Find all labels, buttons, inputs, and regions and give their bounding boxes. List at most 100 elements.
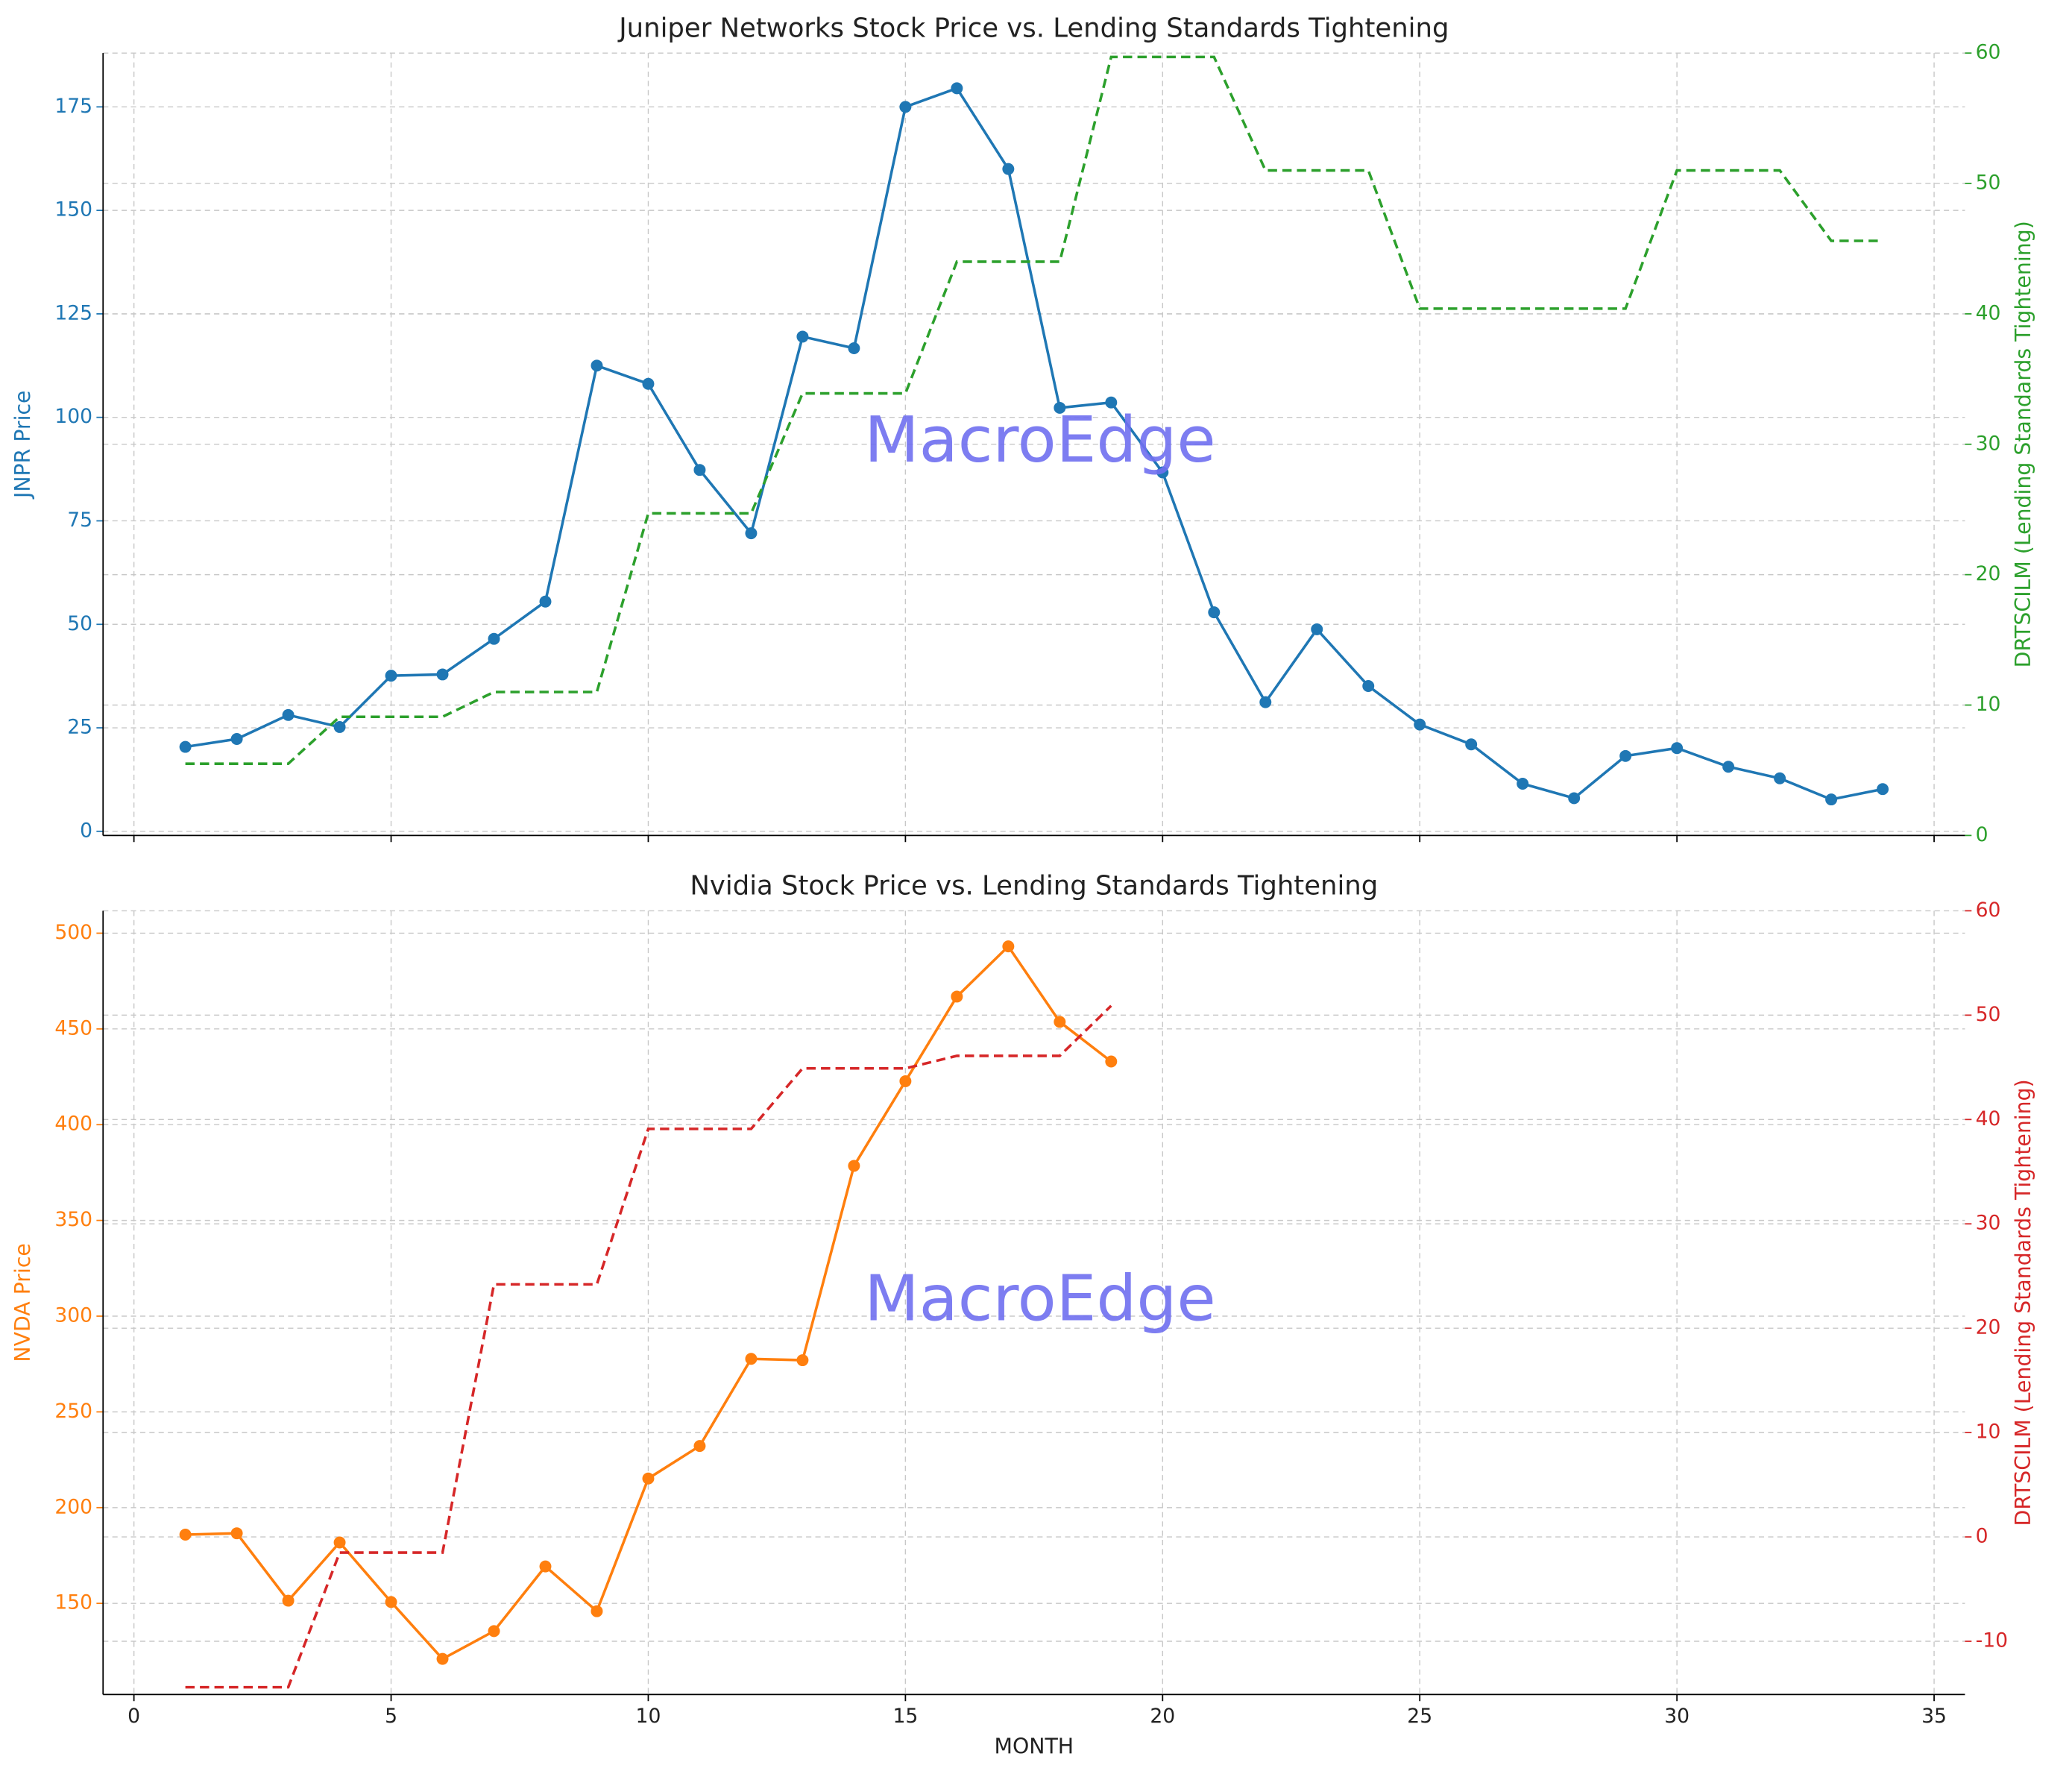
data-point: [1362, 679, 1375, 692]
y2-axis-label: DRTSCILM (Lending Standards Tightening): [2011, 221, 2035, 667]
data-point: [591, 1605, 603, 1617]
y2-tick-label: 10: [1976, 1421, 2001, 1444]
data-point: [1671, 742, 1684, 755]
data-point: [179, 1529, 192, 1541]
y-tick-label: 50: [67, 612, 92, 635]
data-point: [848, 342, 860, 354]
y2-tick-label: 10: [1976, 693, 2001, 716]
y-tick-label: 150: [54, 1591, 92, 1614]
data-point: [1208, 606, 1221, 619]
data-point: [1105, 396, 1118, 409]
y-tick-label: 500: [54, 921, 92, 944]
y2-tick-label: 50: [1976, 172, 2001, 195]
y2-tick-label: 0: [1976, 823, 1988, 846]
x-tick-label: 0: [127, 1705, 140, 1728]
chart-title: Nvidia Stock Price vs. Lending Standards…: [690, 871, 1378, 902]
data-point: [179, 740, 192, 753]
chart-title: Juniper Networks Stock Price vs. Lending…: [617, 13, 1449, 43]
data-point: [642, 377, 655, 390]
data-point: [1002, 940, 1015, 953]
y2-tick-label: 40: [1976, 1107, 2001, 1130]
x-tick-label: 10: [636, 1705, 661, 1728]
data-point: [1722, 761, 1735, 773]
data-point: [1619, 749, 1632, 762]
data-point: [385, 1596, 397, 1608]
data-point: [282, 1594, 295, 1607]
x-tick-label: 5: [385, 1705, 397, 1728]
x-tick-label: 15: [892, 1705, 918, 1728]
data-point: [1877, 783, 1889, 796]
data-point: [1054, 401, 1066, 414]
y-tick-label: 300: [54, 1303, 92, 1327]
data-point: [282, 708, 295, 721]
data-point: [1517, 778, 1529, 790]
y-tick-label: 100: [54, 405, 92, 428]
data-point: [745, 527, 758, 540]
y-tick-label: 200: [54, 1495, 92, 1518]
y-tick-label: 250: [54, 1400, 92, 1423]
series-line: [185, 1004, 1112, 1689]
data-point: [1259, 696, 1272, 708]
data-point: [436, 668, 449, 681]
data-point: [333, 720, 346, 733]
y-tick-label: 150: [54, 198, 92, 221]
x-tick-label: 35: [1921, 1705, 1947, 1728]
series-line: [185, 87, 1883, 801]
data-point: [642, 1472, 655, 1485]
data-point: [333, 1536, 346, 1549]
data-point: [591, 359, 603, 372]
y-axis-label: NVDA Price: [10, 1243, 35, 1362]
data-point: [951, 82, 963, 95]
y-tick-label: 25: [67, 716, 92, 739]
data-point: [230, 733, 243, 746]
data-point: [951, 990, 963, 1003]
data-point: [1156, 466, 1169, 479]
y2-tick-label: 50: [1976, 1003, 2001, 1026]
data-point: [899, 101, 912, 113]
x-tick-label: 20: [1150, 1705, 1175, 1728]
data-point: [899, 1075, 912, 1087]
data-point: [1105, 1055, 1118, 1068]
y-tick-label: 0: [80, 819, 92, 842]
y-tick-label: 400: [54, 1113, 92, 1136]
data-point: [488, 1625, 500, 1638]
data-point: [385, 670, 397, 682]
y2-tick-label: 20: [1976, 562, 2001, 585]
data-point: [796, 1354, 809, 1367]
y2-tick-label: 0: [1976, 1525, 1988, 1548]
data-point: [1774, 772, 1786, 784]
data-point: [1568, 792, 1581, 805]
y-tick-label: 175: [54, 95, 92, 118]
data-point: [539, 1560, 552, 1573]
data-point: [1414, 718, 1426, 731]
y2-tick-label: 30: [1976, 1212, 2001, 1235]
data-point: [1054, 1016, 1066, 1028]
y-tick-label: 125: [54, 301, 92, 324]
x-tick-label: 30: [1664, 1705, 1690, 1728]
data-point: [745, 1353, 758, 1365]
y-axis-label: JNPR Price: [10, 391, 35, 500]
data-point: [539, 595, 552, 608]
watermark: MacroEdge: [864, 1262, 1216, 1336]
y2-tick-label: 30: [1976, 432, 2001, 455]
data-point: [1465, 738, 1478, 751]
data-point: [488, 632, 500, 645]
y-tick-label: 75: [67, 509, 92, 532]
y2-axis-label: DRTSCILM (Lending Standards Tightening): [2011, 1079, 2035, 1526]
data-point: [796, 330, 809, 343]
y-tick-label: 350: [54, 1208, 92, 1231]
y2-tick-label: 20: [1976, 1316, 2001, 1339]
series-line: [185, 55, 1883, 765]
data-point: [693, 464, 706, 476]
data-point: [1311, 623, 1323, 635]
y2-tick-label: -10: [1976, 1629, 2008, 1652]
data-point: [1825, 793, 1838, 806]
data-point: [693, 1440, 706, 1453]
data-point: [436, 1652, 449, 1665]
y2-tick-label: 60: [1976, 899, 2001, 922]
x-tick-label: 25: [1407, 1705, 1432, 1728]
x-axis-label: MONTH: [995, 1734, 1074, 1758]
data-point: [848, 1160, 860, 1172]
